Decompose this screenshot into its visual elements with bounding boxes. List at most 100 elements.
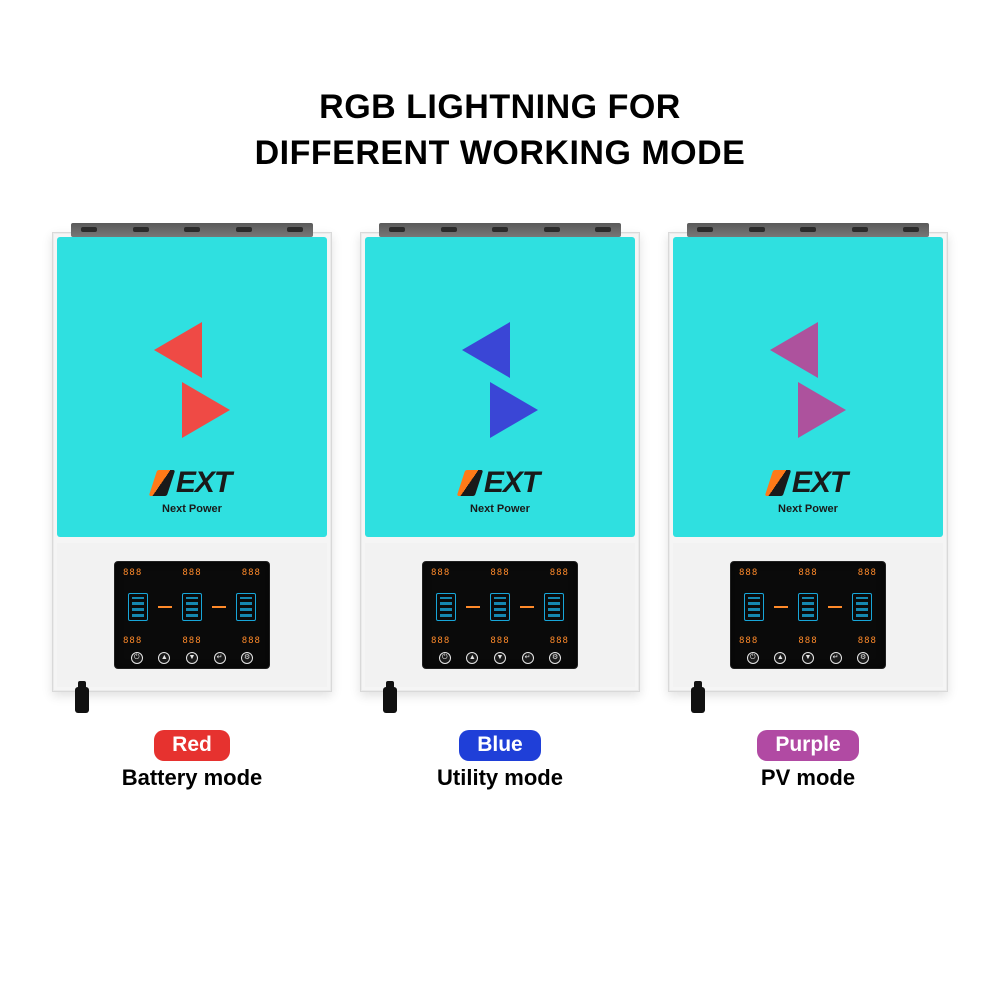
lightning-icon <box>768 320 848 440</box>
title-line1: RGB LIGHTNING FOR <box>0 85 1000 131</box>
mode-label: PV mode <box>761 765 855 791</box>
lcd-button[interactable]: ▲ <box>158 652 170 664</box>
lcd-top-row: 888 888 888 <box>123 568 261 578</box>
lcd-button[interactable]: ▼ <box>494 652 506 664</box>
lcd-batt-icon <box>852 593 872 621</box>
brand-slash-icon <box>149 470 175 496</box>
lcd-inv-icon <box>182 593 202 621</box>
lcd-buttons-row: ⏻ ▲ ▼ ↵ ⚙ <box>739 650 877 664</box>
lcd-inv-icon <box>490 593 510 621</box>
lcd-buttons-row: ⏻ ▲ ▼ ↵ ⚙ <box>431 650 569 664</box>
brand-subtext: Next Power <box>673 503 943 515</box>
page-title: RGB LIGHTNING FOR DIFFERENT WORKING MODE <box>0 0 1000 177</box>
lcd-digit: 888 <box>182 636 201 646</box>
brand-subtext: Next Power <box>57 503 327 515</box>
device-lower: 888 888 888 888 888 888 <box>57 543 327 687</box>
bottom-connector <box>691 687 705 713</box>
bottom-connector <box>383 687 397 713</box>
lcd-button[interactable]: ▲ <box>466 652 478 664</box>
lcd-button[interactable]: ⏻ <box>439 652 451 664</box>
lcd-buttons-row: ⏻ ▲ ▼ ↵ ⚙ <box>123 650 261 664</box>
lcd-digit: 888 <box>242 636 261 646</box>
lcd-bottom-row: 888 888 888 <box>739 636 877 646</box>
lcd-digit: 888 <box>431 568 450 578</box>
bolt-top-tri <box>154 322 202 378</box>
lcd-button[interactable]: ▼ <box>186 652 198 664</box>
lcd-mid-row <box>123 582 261 632</box>
color-badge: Purple <box>757 730 858 761</box>
inverter-device: EXT Next Power 888 888 888 <box>52 232 332 692</box>
devices-row: EXT Next Power 888 888 888 <box>0 232 1000 791</box>
color-badge: Blue <box>459 730 541 761</box>
lcd-digit: 888 <box>798 568 817 578</box>
lcd-pv-icon <box>744 593 764 621</box>
brand-text: EXT <box>484 466 539 500</box>
color-badge: Red <box>154 730 230 761</box>
device-column: EXT Next Power 888 888 888 <box>668 232 948 791</box>
lcd-digit: 888 <box>858 636 877 646</box>
mode-label: Battery mode <box>122 765 263 791</box>
front-panel: EXT Next Power <box>673 237 943 537</box>
title-line2: DIFFERENT WORKING MODE <box>0 131 1000 177</box>
lcd-bottom-row: 888 888 888 <box>123 636 261 646</box>
mount-bracket <box>71 223 313 237</box>
bottom-connector <box>75 687 89 713</box>
lcd-digit: 888 <box>550 636 569 646</box>
lcd-button[interactable]: ▲ <box>774 652 786 664</box>
lcd-button[interactable]: ↵ <box>522 652 534 664</box>
brand-text: EXT <box>176 466 231 500</box>
bolt-bot-tri <box>182 382 230 438</box>
lcd-pv-icon <box>436 593 456 621</box>
mount-bracket <box>379 223 621 237</box>
bolt-bot-tri <box>490 382 538 438</box>
brand-subtext: Next Power <box>365 503 635 515</box>
brand-slash-icon <box>765 470 791 496</box>
front-panel: EXT Next Power <box>57 237 327 537</box>
lcd-digit: 888 <box>182 568 201 578</box>
lcd-link-icon <box>774 606 788 608</box>
lcd-link-icon <box>520 606 534 608</box>
lcd-button[interactable]: ⚙ <box>857 652 869 664</box>
lcd-button[interactable]: ↵ <box>830 652 842 664</box>
lcd-button[interactable]: ⚙ <box>241 652 253 664</box>
brand-block: EXT Next Power <box>673 466 943 515</box>
brand-block: EXT Next Power <box>57 466 327 515</box>
brand-logo: EXT <box>769 466 847 500</box>
lcd-display: 888 888 888 888 888 888 <box>114 561 270 669</box>
lcd-digit: 888 <box>739 636 758 646</box>
inverter-device: EXT Next Power 888 888 888 <box>360 232 640 692</box>
brand-logo: EXT <box>153 466 231 500</box>
brand-logo: EXT <box>461 466 539 500</box>
lcd-button[interactable]: ⏻ <box>131 652 143 664</box>
device-column: EXT Next Power 888 888 888 <box>52 232 332 791</box>
lcd-bottom-row: 888 888 888 <box>431 636 569 646</box>
lcd-pv-icon <box>128 593 148 621</box>
device-column: EXT Next Power 888 888 888 <box>360 232 640 791</box>
lcd-digit: 888 <box>490 636 509 646</box>
front-panel: EXT Next Power <box>365 237 635 537</box>
lcd-digit: 888 <box>550 568 569 578</box>
brand-slash-icon <box>457 470 483 496</box>
lcd-link-icon <box>828 606 842 608</box>
lcd-batt-icon <box>544 593 564 621</box>
inverter-device: EXT Next Power 888 888 888 <box>668 232 948 692</box>
lightning-icon <box>460 320 540 440</box>
lcd-top-row: 888 888 888 <box>739 568 877 578</box>
lcd-button[interactable]: ↵ <box>214 652 226 664</box>
lcd-digit: 888 <box>123 636 142 646</box>
lcd-digit: 888 <box>798 636 817 646</box>
lcd-link-icon <box>212 606 226 608</box>
brand-text: EXT <box>792 466 847 500</box>
lcd-digit: 888 <box>858 568 877 578</box>
lcd-digit: 888 <box>123 568 142 578</box>
lcd-digit: 888 <box>490 568 509 578</box>
brand-block: EXT Next Power <box>365 466 635 515</box>
lcd-mid-row <box>431 582 569 632</box>
lcd-inv-icon <box>798 593 818 621</box>
lcd-button[interactable]: ⚙ <box>549 652 561 664</box>
lcd-button[interactable]: ⏻ <box>747 652 759 664</box>
lcd-button[interactable]: ▼ <box>802 652 814 664</box>
bolt-bot-tri <box>798 382 846 438</box>
bolt-top-tri <box>462 322 510 378</box>
mount-bracket <box>687 223 929 237</box>
